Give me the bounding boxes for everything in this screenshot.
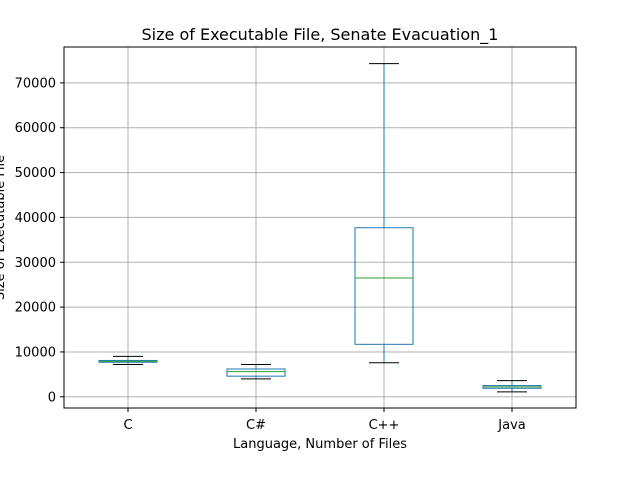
box-c-: [354, 63, 414, 364]
y-tick-label: 30000: [15, 256, 56, 271]
y-tick-label: 70000: [15, 76, 56, 91]
y-tick-label: 40000: [15, 211, 56, 226]
y-tick-label: 50000: [15, 166, 56, 181]
x-tick-label: C#: [246, 418, 266, 433]
x-tick-label: C++: [369, 418, 400, 433]
y-tick-label: 10000: [15, 345, 56, 360]
box-c-: [226, 364, 286, 380]
y-tick-label: 0: [48, 390, 56, 405]
y-axis-ticks: 0 10000 20000 30000 40000 50000 60000 70000: [15, 76, 64, 405]
box-series: [98, 63, 542, 393]
chart-title: Size of Executable File, Senate Evacuati…: [142, 25, 499, 45]
plot-frame: [63, 46, 577, 409]
x-tick-label: C: [123, 418, 132, 433]
box-iqr: [226, 368, 286, 377]
x-axis-label: Language, Number of Files: [233, 437, 407, 452]
box-iqr: [354, 227, 414, 345]
grid-lines: [64, 47, 576, 408]
box-java: [482, 380, 542, 393]
x-tick-label: Java: [497, 418, 525, 433]
y-tick-label: 60000: [15, 121, 56, 136]
x-axis-ticks: C C# C++ Java: [123, 408, 526, 433]
y-axis-label: Size of Executable File: [0, 155, 8, 300]
y-tick-label: 20000: [15, 301, 56, 316]
box-c: [98, 355, 158, 366]
